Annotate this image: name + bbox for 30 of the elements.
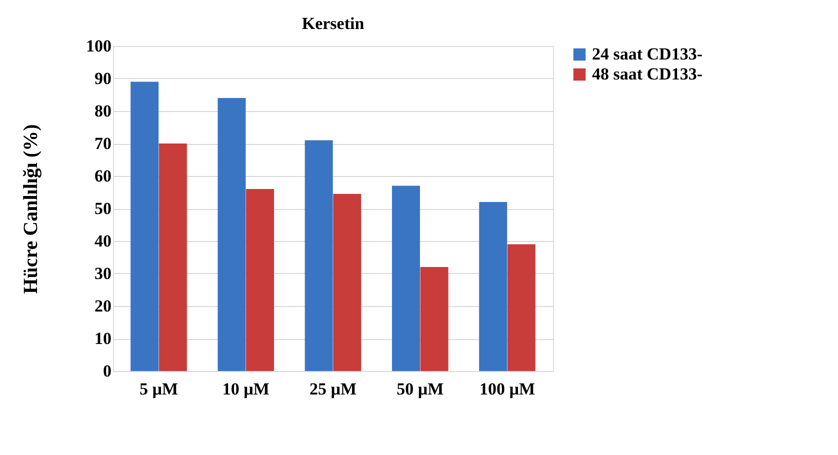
y-tick-label: 50 [94, 199, 112, 218]
y-tick-label: 70 [94, 134, 112, 153]
bar [218, 98, 246, 371]
bar [507, 244, 536, 371]
y-axis-title: Hücre Canlılığı (%) [20, 124, 42, 294]
bar [130, 82, 159, 371]
bar [392, 186, 420, 371]
bar [304, 140, 333, 371]
x-tick-label: 100 µM [479, 380, 536, 398]
y-tick-label: 60 [94, 166, 112, 186]
y-tick-label: 0 [103, 362, 112, 380]
legend-label: 24 saat CD133- [592, 44, 703, 64]
y-tick-label: 40 [94, 232, 112, 250]
y-tick-label: 90 [94, 69, 112, 88]
chart-title: Kersetin [302, 14, 365, 33]
legend-label: 48 saat CD133- [592, 64, 703, 84]
bar [333, 194, 362, 371]
bar [479, 202, 508, 371]
y-tick-label: 10 [94, 329, 112, 348]
bar [158, 144, 187, 371]
x-tick-label: 50 µM [396, 380, 444, 398]
x-tick-label: 10 µM [222, 380, 270, 398]
y-tick-label: 20 [94, 296, 112, 316]
y-tick-label: 80 [94, 102, 112, 120]
x-tick-label: 25 µM [309, 380, 357, 398]
bar [246, 189, 274, 371]
bar [420, 267, 448, 371]
y-tick-label: 100 [86, 36, 112, 56]
y-tick-label: 30 [94, 264, 112, 283]
x-tick-label: 5 µM [139, 380, 178, 398]
